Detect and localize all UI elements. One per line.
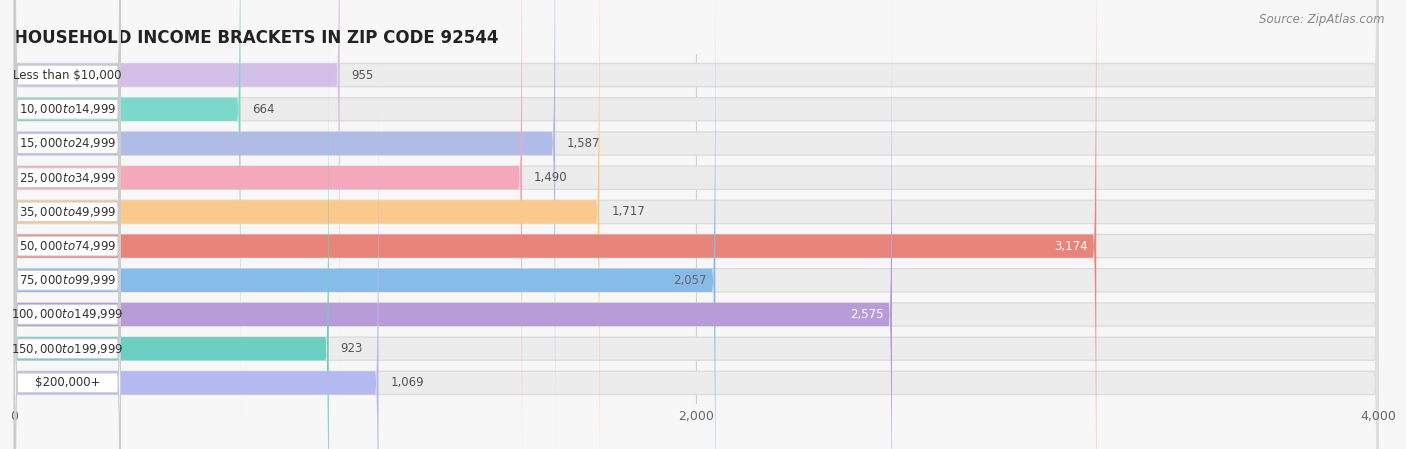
FancyBboxPatch shape [14, 18, 329, 449]
Text: Less than $10,000: Less than $10,000 [13, 69, 122, 82]
FancyBboxPatch shape [14, 17, 121, 449]
FancyBboxPatch shape [14, 0, 121, 441]
Text: 1,490: 1,490 [534, 171, 568, 184]
FancyBboxPatch shape [14, 0, 1097, 449]
FancyBboxPatch shape [14, 0, 1378, 449]
FancyBboxPatch shape [14, 53, 1378, 449]
Text: 1,587: 1,587 [567, 137, 600, 150]
Text: 664: 664 [253, 103, 276, 116]
FancyBboxPatch shape [14, 0, 1378, 449]
FancyBboxPatch shape [14, 53, 378, 449]
Text: $100,000 to $149,999: $100,000 to $149,999 [11, 308, 124, 321]
FancyBboxPatch shape [14, 0, 599, 449]
Text: 1,717: 1,717 [612, 205, 645, 218]
Text: $50,000 to $74,999: $50,000 to $74,999 [18, 239, 117, 253]
FancyBboxPatch shape [14, 0, 121, 373]
Text: $15,000 to $24,999: $15,000 to $24,999 [18, 136, 117, 150]
FancyBboxPatch shape [14, 0, 121, 407]
FancyBboxPatch shape [14, 18, 1378, 449]
Text: 955: 955 [352, 69, 374, 82]
FancyBboxPatch shape [14, 0, 1378, 449]
Text: $35,000 to $49,999: $35,000 to $49,999 [18, 205, 117, 219]
FancyBboxPatch shape [14, 0, 1378, 440]
Text: $200,000+: $200,000+ [35, 376, 100, 389]
FancyBboxPatch shape [14, 0, 1378, 449]
FancyBboxPatch shape [14, 0, 555, 449]
Text: 1,069: 1,069 [391, 376, 425, 389]
Text: $10,000 to $14,999: $10,000 to $14,999 [18, 102, 117, 116]
FancyBboxPatch shape [14, 85, 121, 449]
FancyBboxPatch shape [14, 0, 1378, 405]
FancyBboxPatch shape [14, 0, 1378, 449]
Text: 3,174: 3,174 [1054, 240, 1088, 253]
FancyBboxPatch shape [14, 0, 716, 449]
FancyBboxPatch shape [14, 0, 522, 449]
Text: 923: 923 [340, 342, 363, 355]
Text: Source: ZipAtlas.com: Source: ZipAtlas.com [1260, 13, 1385, 26]
FancyBboxPatch shape [14, 0, 121, 449]
Text: 2,057: 2,057 [673, 274, 707, 287]
FancyBboxPatch shape [14, 0, 340, 405]
FancyBboxPatch shape [14, 51, 121, 449]
FancyBboxPatch shape [14, 0, 121, 449]
Text: $25,000 to $34,999: $25,000 to $34,999 [18, 171, 117, 185]
FancyBboxPatch shape [14, 0, 891, 449]
FancyBboxPatch shape [14, 0, 1378, 449]
FancyBboxPatch shape [14, 0, 121, 449]
Text: $75,000 to $99,999: $75,000 to $99,999 [18, 273, 117, 287]
FancyBboxPatch shape [14, 0, 121, 449]
FancyBboxPatch shape [14, 0, 240, 440]
Text: 2,575: 2,575 [851, 308, 883, 321]
Text: $150,000 to $199,999: $150,000 to $199,999 [11, 342, 124, 356]
Text: HOUSEHOLD INCOME BRACKETS IN ZIP CODE 92544: HOUSEHOLD INCOME BRACKETS IN ZIP CODE 92… [14, 29, 499, 47]
